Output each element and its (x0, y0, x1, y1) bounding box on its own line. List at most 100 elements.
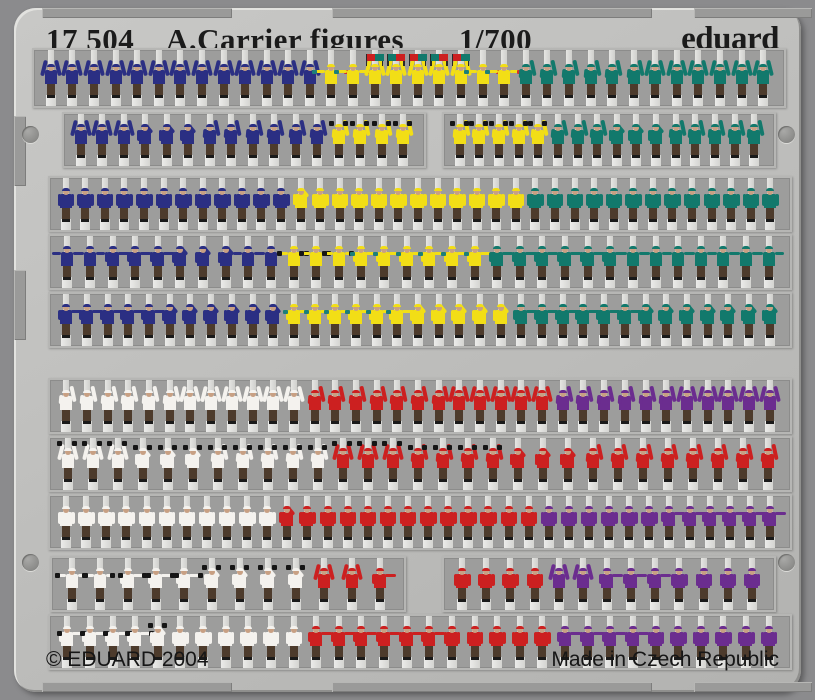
figure-arm (550, 128, 555, 139)
figure-base-tab (391, 95, 402, 106)
figure-arm (579, 194, 584, 206)
figure-arm (658, 310, 662, 321)
figure-helmet (476, 390, 485, 393)
figure-base-tab (288, 479, 299, 490)
figure-yellow-oneup (469, 114, 490, 166)
figure-blue-point (77, 294, 104, 346)
figure-white-stand (56, 496, 76, 548)
figure-base-tab (670, 155, 681, 166)
figure-yellow-point (386, 294, 419, 346)
figure-white-point (125, 616, 155, 668)
figure-arm (207, 194, 212, 206)
figure-sprue-connector (285, 50, 292, 76)
figure-base-tab (454, 155, 465, 166)
figure-legs (742, 641, 751, 660)
figure-legs (583, 261, 592, 280)
figure-head (177, 627, 184, 633)
figure-torso (536, 310, 549, 324)
figure-helmet (199, 626, 208, 629)
figure-green-oneup (516, 50, 536, 106)
figure-arm (376, 632, 380, 642)
figure-green-salute (739, 294, 759, 346)
figure-red-stand (452, 558, 472, 610)
figure-signal-flag (366, 54, 376, 61)
figure-glove (118, 573, 123, 578)
figure-purple-stand (759, 616, 779, 668)
figure-base-tab (737, 479, 748, 490)
figure-arm (374, 128, 379, 139)
figure-arm (671, 574, 675, 586)
figure-head (686, 507, 693, 513)
figure-head (663, 391, 670, 397)
figure-arm (560, 512, 565, 524)
figure-helmet (312, 246, 321, 249)
figure-legs (114, 463, 123, 482)
figure-arm (160, 454, 164, 465)
figure-base-tab (268, 421, 279, 432)
figure-green-stand (643, 178, 663, 230)
figure-helmet (334, 124, 343, 127)
figure-legs (456, 79, 465, 98)
figure-base-tab (605, 277, 616, 288)
figure-arm (492, 310, 497, 321)
figure-legs (558, 405, 567, 424)
figure-base-tab (640, 421, 651, 432)
figure-arm (423, 194, 427, 206)
figure-torso (347, 70, 360, 84)
figure-head (373, 305, 380, 311)
figure-legs (583, 641, 592, 660)
figure-legs (496, 319, 505, 338)
figure-base-tab (582, 657, 593, 668)
figure-head (228, 305, 235, 311)
figure-glove (457, 445, 463, 450)
figure-torso (163, 310, 176, 324)
figure-base-tab (764, 335, 775, 346)
figure-helmet (455, 390, 464, 393)
figure-legs (707, 203, 716, 222)
figure-arm (660, 573, 672, 577)
figure-head (313, 247, 320, 253)
figure-base-tab (334, 219, 345, 230)
figure-head (134, 65, 141, 71)
figure-base-tab (350, 335, 361, 346)
figure-legs (357, 261, 366, 280)
figure-arm (364, 194, 368, 206)
figure-white-point (118, 558, 147, 610)
figure-legs (645, 521, 654, 540)
figure-head (579, 569, 586, 575)
figure-helmet (103, 304, 112, 307)
figure-helmet (162, 506, 171, 509)
figure-helmet (63, 246, 72, 249)
figure-legs (122, 521, 131, 540)
figure-glove (161, 623, 167, 628)
figure-head (390, 449, 397, 455)
figure-legs (764, 261, 773, 280)
figure-helmet (124, 568, 132, 571)
figure-green-point (487, 236, 514, 288)
figure-arm (370, 194, 375, 206)
figure-torso (474, 310, 487, 324)
figure-legs (663, 463, 672, 482)
figure-helmet (627, 568, 636, 571)
figure-base-tab (695, 657, 706, 668)
figure-torso (311, 130, 324, 144)
figure-base-tab (471, 219, 482, 230)
figure-helmet (310, 390, 319, 393)
figure-helmet (243, 506, 252, 509)
figure-helmet (292, 568, 300, 571)
figure-green-oneup (581, 50, 601, 106)
figure-torso (66, 574, 78, 588)
figure-torso (117, 130, 130, 144)
figure-green-point (510, 236, 536, 288)
figure-green-stand (662, 178, 682, 230)
figure-sprue-connector (263, 50, 270, 76)
figure-base-tab (61, 421, 72, 432)
figure-head (728, 189, 735, 195)
figure-helmet (705, 506, 714, 509)
figure-legs (83, 319, 92, 338)
figure-yellow-stand (447, 178, 467, 230)
figure-helmet (463, 448, 472, 451)
figure-base-tab (745, 219, 756, 230)
figure-head (653, 125, 660, 131)
figure-base-tab (492, 277, 503, 288)
